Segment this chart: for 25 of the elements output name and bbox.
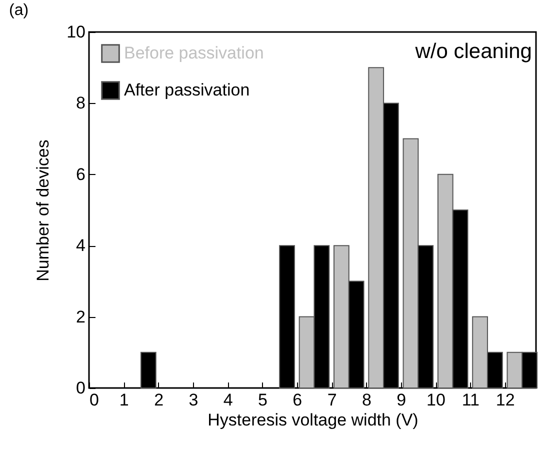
x-tick-label: 5 <box>258 390 268 410</box>
y-axis-title: Number of devices <box>34 140 53 282</box>
x-tick-label: 6 <box>292 390 302 410</box>
x-tick-label: 7 <box>327 390 337 410</box>
y-tick-label: 4 <box>76 236 86 256</box>
legend-label: Before passivation <box>124 44 264 62</box>
legend-label: After passivation <box>124 80 250 100</box>
annotation: w/o cleaning <box>414 40 532 63</box>
y-tick-label: 8 <box>76 94 86 113</box>
x-tick-label: 8 <box>362 390 372 410</box>
x-tick-label: 4 <box>223 390 233 410</box>
y-tick-label: 10 <box>66 22 86 42</box>
x-axis-title: Hysteresis voltage width (V) <box>208 410 418 430</box>
x-tick-label: 1 <box>119 390 129 410</box>
x-tick-label: 2 <box>154 390 164 410</box>
text: (a) <box>9 2 29 19</box>
y-tick-label: 6 <box>76 164 86 184</box>
x-tick-label: 10 <box>426 390 446 410</box>
x-tick-label: 0 <box>90 390 99 410</box>
x-tick-label: 11 <box>462 390 480 410</box>
x-tick-label: 12 <box>496 390 515 410</box>
y-tick-label: 2 <box>76 307 86 326</box>
y-tick-label: 0 <box>76 378 86 398</box>
x-tick-label: 3 <box>188 390 198 410</box>
x-tick-label: 9 <box>396 390 406 410</box>
